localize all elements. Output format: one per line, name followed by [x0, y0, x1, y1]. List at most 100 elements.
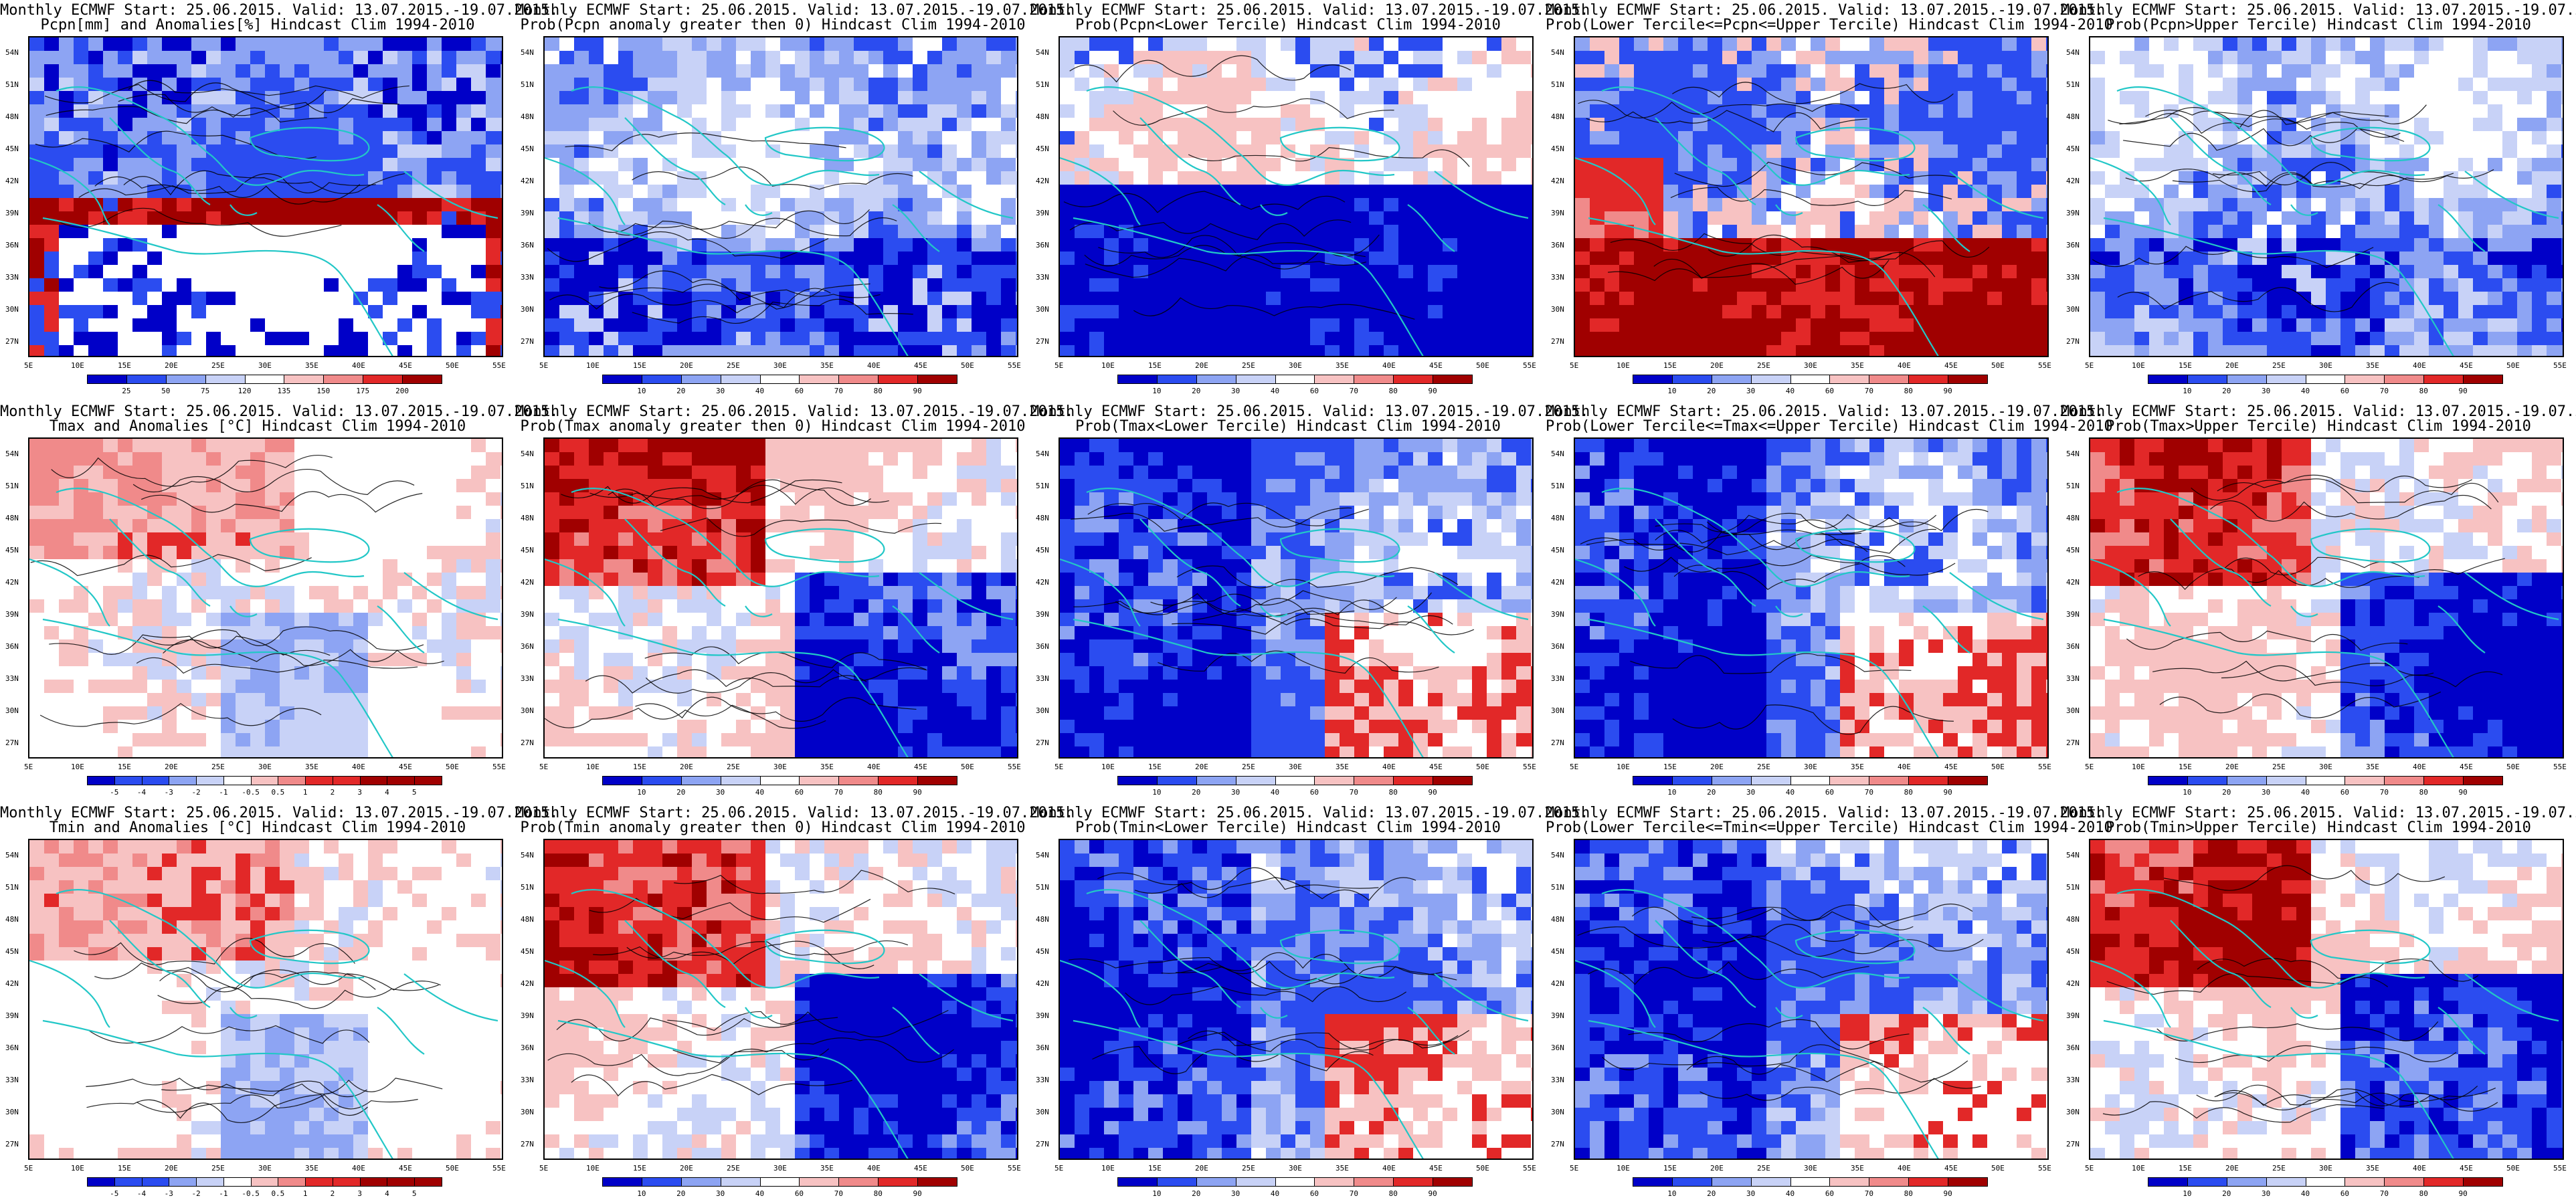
field-cell: [486, 252, 501, 266]
field-cell: [1899, 211, 1914, 225]
field-cell: [1295, 265, 1311, 279]
field-cell: [2120, 318, 2135, 332]
field-cell: [500, 104, 502, 118]
field-cell: [339, 37, 354, 52]
field-cell: [29, 492, 45, 506]
field-cell: [1884, 265, 1900, 279]
field-cell: [2031, 78, 2047, 92]
field-cell: [868, 252, 884, 266]
field-cell: [412, 693, 428, 707]
field-cell: [957, 37, 972, 52]
field-cell: [986, 51, 1002, 65]
field-cell: [692, 118, 707, 132]
field-cell: [972, 131, 987, 145]
field-cell: [1575, 345, 1590, 356]
field-cell: [2193, 332, 2209, 346]
field-cell: [486, 144, 501, 159]
field-cell: [545, 64, 560, 78]
field-cell: [1884, 345, 1900, 356]
field-cell: [765, 51, 781, 65]
field-cell: [648, 252, 663, 266]
field-cell: [206, 78, 221, 92]
isoline: [547, 231, 829, 262]
field-cell: [294, 211, 310, 225]
field-cell: [2473, 144, 2488, 159]
field-cell: [1104, 118, 1119, 132]
field-cell: [1855, 37, 1870, 52]
field-cell: [206, 586, 221, 600]
field-cell: [2340, 91, 2356, 105]
field-cell: [1899, 238, 1914, 252]
field-cell: [397, 479, 413, 493]
field-cell: [191, 559, 207, 573]
field-cell: [1222, 278, 1237, 292]
field-cell: [2149, 37, 2165, 52]
field-cell: [1133, 171, 1149, 185]
field-cell: [868, 118, 884, 132]
field-cell: [2532, 292, 2547, 306]
field-cell: [74, 559, 89, 573]
field-cell: [1825, 64, 1841, 78]
field-cell: [397, 519, 413, 533]
field-cell: [191, 118, 207, 132]
field-cell: [132, 158, 148, 172]
field-cell: [1958, 91, 1973, 105]
field-cell: [707, 185, 722, 199]
field-cell: [2311, 318, 2326, 332]
field-cell: [1943, 131, 1958, 145]
field-cell: [1796, 225, 1811, 239]
field-cell: [353, 158, 369, 172]
field-cell: [486, 185, 501, 199]
field-cell: [589, 158, 604, 172]
field-cell: [353, 171, 369, 185]
field-cell: [1575, 198, 1590, 212]
field-cell: [294, 171, 310, 185]
field-cell: [2105, 185, 2120, 199]
field-cell: [2370, 292, 2385, 306]
field-cell: [2223, 318, 2238, 332]
field-cell: [839, 144, 854, 159]
field-cell: [191, 639, 207, 654]
field-cell: [206, 546, 221, 560]
field-cell: [1678, 225, 1693, 239]
field-cell: [1178, 131, 1193, 145]
field-cell: [913, 51, 928, 65]
field-cell: [2473, 64, 2488, 78]
field-cell: [898, 332, 913, 346]
field-cell: [1222, 185, 1237, 199]
field-cell: [2046, 265, 2047, 279]
field-cell: [1281, 51, 1296, 65]
field-cell: [2488, 345, 2503, 356]
field-cell: [1884, 131, 1900, 145]
field-cell: [839, 104, 854, 118]
field-cell: [1251, 211, 1267, 225]
field-cell: [471, 586, 486, 600]
field-cell: [147, 680, 163, 694]
field-cell: [1281, 37, 1296, 52]
field-cell: [1796, 118, 1811, 132]
field-cell: [2296, 332, 2312, 346]
field-cell: [2311, 292, 2326, 306]
field-cell: [1325, 198, 1340, 212]
field-cell: [574, 104, 589, 118]
field-cell: [2017, 198, 2032, 212]
field-cell: [883, 144, 899, 159]
field-cell: [1089, 144, 1105, 159]
colorbar-tick-label: 70: [2379, 387, 2389, 395]
field-cell: [1207, 78, 1222, 92]
field-cell: [648, 78, 663, 92]
field-cell: [74, 466, 89, 480]
field-cell: [2120, 158, 2135, 172]
field-cell: [574, 318, 589, 332]
field-cell: [1398, 278, 1414, 292]
field-cell: [221, 51, 236, 65]
field-cell: [456, 492, 472, 506]
field-cell: [1251, 64, 1267, 78]
field-cell: [265, 64, 280, 78]
field-cell: [1693, 144, 1708, 159]
coastline: [858, 278, 909, 356]
field-cell: [236, 332, 251, 346]
field-cell: [662, 332, 678, 346]
field-cell: [88, 292, 104, 306]
field-cell: [118, 318, 133, 332]
